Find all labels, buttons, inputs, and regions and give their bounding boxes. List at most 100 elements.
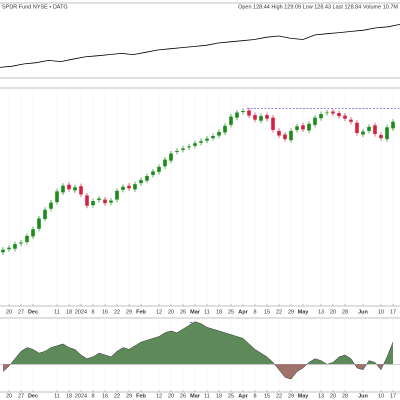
x-tick-label: Mar [190,309,201,315]
candle-body [67,184,71,190]
x-tick-label: 2024 [75,309,87,315]
x-tick-label: 25 [228,393,234,399]
candle-body [295,126,299,130]
x-tick-label: 29 [126,309,132,315]
candle-body [103,199,107,204]
candle-body [115,190,119,200]
candle-body [325,112,329,114]
candle-body [253,115,257,120]
x-tick-label: 27 [18,393,24,399]
line [0,24,400,68]
candle-body [55,191,59,203]
candle-body [163,159,167,167]
x-tick-label: 18 [66,393,72,399]
candle-body [139,180,143,184]
x-tick-label: 22 [114,393,120,399]
x-tick-label: 20 [330,309,336,315]
x-tick-label: 10 [378,393,384,399]
candle-body [271,117,275,130]
x-tick-label: 15 [264,393,270,399]
x-tick-label: 12 [156,309,162,315]
x-tick-label: 16 [102,309,108,315]
x-tick-label: 12 [156,393,162,399]
candle-body [133,184,137,190]
candle-body [43,209,47,219]
x-tick-label: 13 [318,393,324,399]
x-tick-label: May [298,309,310,315]
x-tick-label: 10 [378,309,384,315]
area-outline [2,321,394,380]
candle-body [181,148,185,150]
x-tick-label: 17 [390,393,396,399]
candle-body [259,116,263,121]
x-tick-label: Dec [28,309,38,315]
candle-body [235,112,239,118]
candle-body [337,113,341,117]
candle-body [61,185,65,193]
x-tick-label: 18 [66,309,72,315]
x-tick-label: 8 [91,309,94,315]
x-tick-label: 13 [318,309,324,315]
x-tick-label: Feb [136,393,146,399]
candle-body [289,130,293,141]
x-tick-label: 16 [102,393,108,399]
x-tick-label: May [298,393,310,399]
candle-body [157,166,161,172]
candle-body [229,116,233,125]
x-tick-label: 25 [228,309,234,315]
x-tick-label: 22 [114,309,120,315]
candle-body [121,186,125,190]
x-tick-label: Dec [28,393,38,399]
candle-body [85,195,89,206]
candle-body [319,114,323,119]
x-tick-label: 28 [342,309,348,315]
x-tick-label: 20 [6,309,12,315]
area-positive [10,321,393,364]
x-tick-label: 22 [276,309,282,315]
candle-body [217,131,221,136]
x-tick-label: Apr [238,309,248,315]
x-tick-label: 29 [126,393,132,399]
top-panel [0,2,400,79]
candle-body [127,185,131,189]
candle-body [37,218,41,229]
candle-body [343,115,347,119]
x-tick-label: 8 [253,309,256,315]
x-tick-label: 11 [204,393,210,399]
quote: Open 128.44 High 129.09 Low 128.43 Last … [238,4,398,10]
candle-body [7,247,11,250]
x-tick-label: 29 [288,393,294,399]
candle-body [169,153,173,161]
candle-body [373,125,377,135]
x-tick-label: 26 [180,309,186,315]
candle-body [367,126,371,131]
candle-body [241,110,245,113]
candle-body [1,249,5,253]
candle-body [19,242,23,244]
x-tick-label: 2024 [75,393,87,399]
candle-body [97,198,101,201]
x-tick-label: 11 [54,309,60,315]
candle-body [91,201,95,206]
candle-body [13,244,17,249]
candle-body [211,136,215,139]
x-tick-label: 22 [276,393,282,399]
candle-body [277,130,281,136]
x-tick-label: 17 [390,309,396,315]
x-tick-label: 29 [288,309,294,315]
candle-body [175,150,179,152]
candle-body [49,202,53,209]
x-tick-label: 8 [253,393,256,399]
x-tick-label: 8 [91,393,94,399]
candle-body [301,125,305,130]
x-tick-label: Feb [136,309,146,315]
candle-body [331,111,335,114]
x-tick-label: 20 [330,393,336,399]
x-tick-label: Jun [358,393,368,399]
candle-body [223,125,227,133]
candle-body [193,143,197,146]
price-panel [0,87,400,307]
candle-body [313,117,317,125]
x-tick-label: 11 [54,393,60,399]
